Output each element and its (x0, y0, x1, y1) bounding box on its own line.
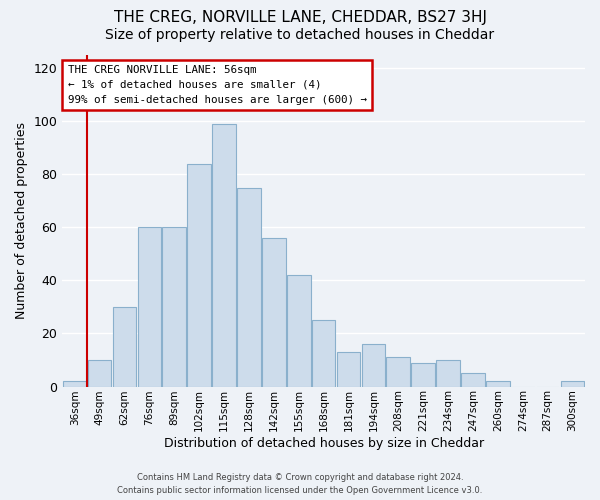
Bar (262, 238, 286, 386)
Bar (163, 228, 186, 386)
Bar (137, 228, 161, 386)
Bar (187, 164, 211, 386)
Text: THE CREG, NORVILLE LANE, CHEDDAR, BS27 3HJ: THE CREG, NORVILLE LANE, CHEDDAR, BS27 3… (113, 10, 487, 25)
Bar (212, 124, 236, 386)
X-axis label: Distribution of detached houses by size in Cheddar: Distribution of detached houses by size … (164, 437, 484, 450)
Bar (362, 344, 385, 387)
Bar (287, 275, 311, 386)
Bar (88, 360, 112, 386)
Bar (337, 352, 361, 386)
Bar (237, 188, 261, 386)
Bar (412, 362, 435, 386)
Bar (386, 358, 410, 386)
Text: Contains HM Land Registry data © Crown copyright and database right 2024.
Contai: Contains HM Land Registry data © Crown c… (118, 473, 482, 495)
Bar (436, 360, 460, 386)
Bar (312, 320, 335, 386)
Bar (63, 381, 86, 386)
Y-axis label: Number of detached properties: Number of detached properties (15, 122, 28, 320)
Text: Size of property relative to detached houses in Cheddar: Size of property relative to detached ho… (106, 28, 494, 42)
Bar (561, 381, 584, 386)
Text: THE CREG NORVILLE LANE: 56sqm
← 1% of detached houses are smaller (4)
99% of sem: THE CREG NORVILLE LANE: 56sqm ← 1% of de… (68, 65, 367, 104)
Bar (461, 374, 485, 386)
Bar (113, 307, 136, 386)
Bar (486, 381, 510, 386)
